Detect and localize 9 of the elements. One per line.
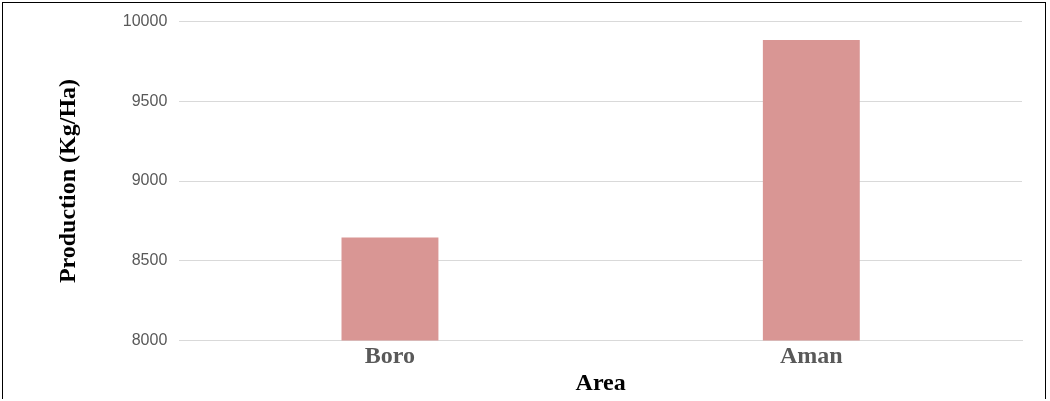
y-tick-label: 9000 [131,171,168,189]
y-tick-label: 8500 [131,251,168,269]
x-tick-label: Aman [779,342,843,368]
y-axis-title: Production (Kg/Ha) [53,78,80,284]
y-tick-label: 9500 [131,91,168,109]
y-tick-label: 10000 [122,12,168,30]
y-tick-label: 8000 [131,330,168,348]
x-axis-title: Area [575,368,626,395]
x-tick-label: Boro [364,342,416,368]
